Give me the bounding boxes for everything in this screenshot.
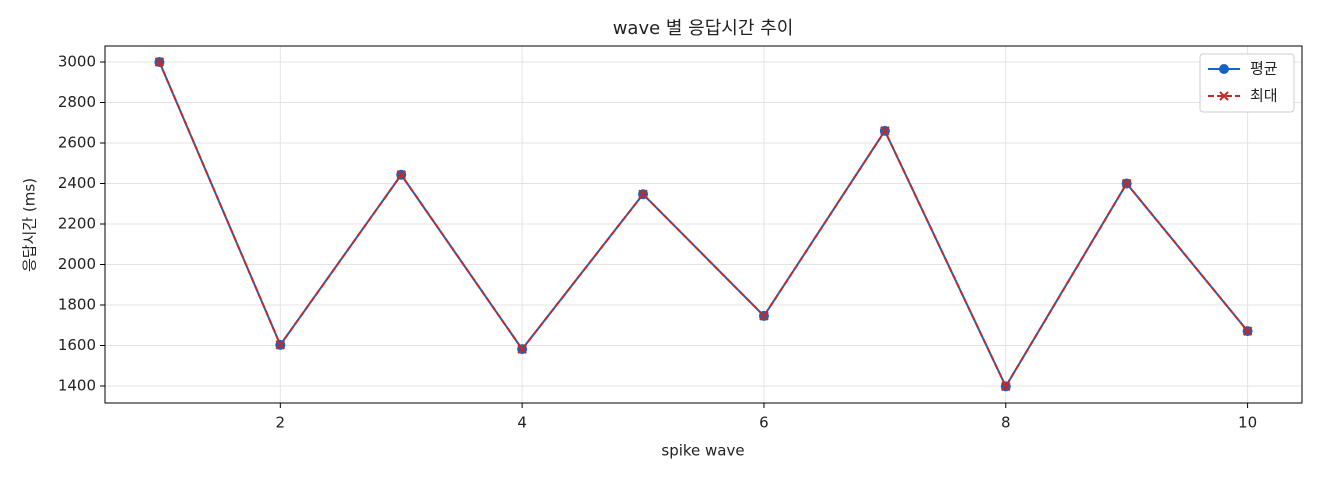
x-tick-label: 4 [517, 414, 527, 432]
marker [1001, 381, 1011, 392]
y-tick-label: 1800 [58, 295, 96, 313]
x-axis-label: spike wave [661, 442, 744, 460]
marker [517, 344, 527, 354]
y-tick-label: 3000 [58, 52, 96, 70]
plot-frame [104, 45, 1303, 404]
y-tick-label: 1600 [58, 336, 96, 354]
x-tick-label: 10 [1238, 414, 1257, 432]
y-tick-label: 1400 [58, 376, 96, 394]
marker [1242, 326, 1253, 336]
line [158, 61, 1249, 389]
y-axis-label: 응답시간 (ms) [21, 178, 39, 272]
y-tick-label: 2600 [58, 133, 96, 151]
marker [1219, 64, 1229, 74]
marker [275, 340, 286, 350]
x-tick-label: 6 [759, 414, 769, 432]
marker [1121, 178, 1132, 189]
legend-box [1199, 53, 1295, 113]
y-tick-label: 2400 [58, 174, 96, 192]
marker [759, 311, 769, 321]
marker [880, 126, 890, 136]
y-tick-label: 2000 [58, 255, 96, 273]
marker [638, 189, 648, 199]
y-tick-label: 2800 [58, 93, 96, 111]
x-tick-label: 2 [276, 414, 286, 432]
marker [154, 57, 165, 67]
x-tick-label: 8 [1001, 414, 1011, 432]
legend-label: 평균 [1250, 60, 1278, 78]
legend-label: 최대 [1250, 87, 1278, 105]
y-tick-label: 2200 [58, 214, 96, 232]
chart-title: wave 별 응답시간 추이 [613, 18, 794, 39]
marker [1219, 91, 1229, 101]
marker [396, 170, 406, 180]
